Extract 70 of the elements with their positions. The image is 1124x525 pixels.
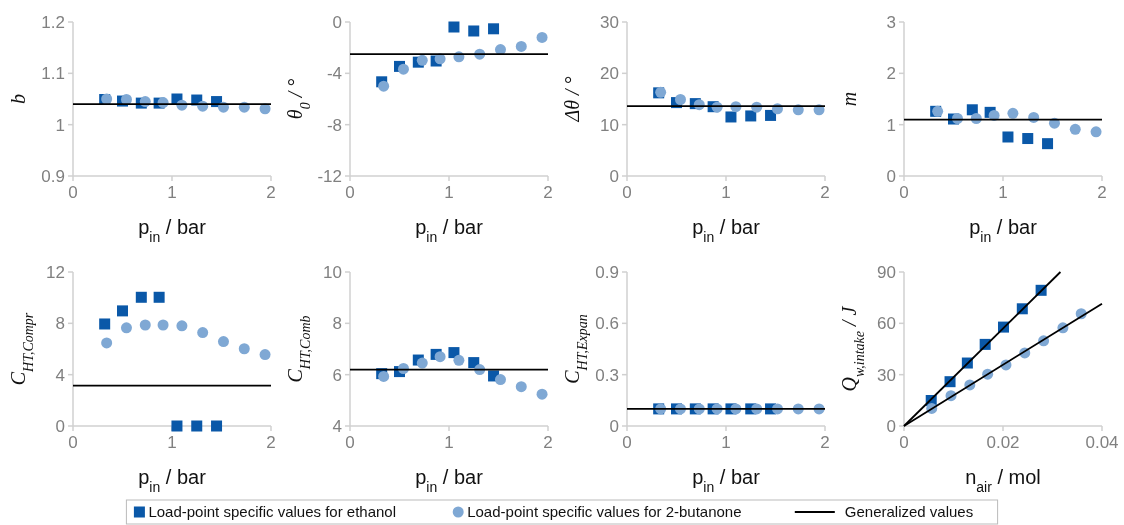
x-axis-title: p$_{in}$ / bar bbox=[415, 466, 484, 495]
y-tick-label: 12 bbox=[46, 262, 65, 282]
x-tick-label: 1 bbox=[444, 183, 454, 202]
x-tick-label: 2 bbox=[266, 433, 276, 452]
y-tick-label: 4 bbox=[55, 365, 65, 385]
y-tick-label: 6 bbox=[332, 365, 342, 385]
x-axis-title: p$_{in}$ / bar bbox=[969, 216, 1038, 245]
y-tick-label: 0 bbox=[332, 12, 342, 32]
y-tick-label: 0.9 bbox=[41, 166, 65, 186]
y-tick-label: 1 bbox=[55, 115, 65, 135]
y-tick-label: 60 bbox=[877, 314, 896, 334]
y-axis-title: b bbox=[7, 94, 29, 104]
x-axis-title: n$_{air}$ / mol bbox=[965, 466, 1041, 495]
y-tick-label: 1.1 bbox=[41, 64, 65, 84]
x-tick-label: 0 bbox=[899, 433, 909, 452]
y-tick-label: 0 bbox=[55, 416, 65, 436]
x-tick-label: 1 bbox=[721, 433, 731, 452]
y-tick-label: 10 bbox=[323, 262, 342, 282]
x-tick-label: 0 bbox=[622, 183, 632, 202]
y-tick-label: -8 bbox=[326, 115, 342, 135]
y-tick-label: 1 bbox=[886, 115, 896, 135]
x-tick-label: 1 bbox=[167, 433, 177, 452]
y-axis-title: Δθ / ° bbox=[561, 76, 583, 123]
x-axis-title: p$_{in}$ / bar bbox=[138, 466, 207, 495]
x-axis-title: p$_{in}$ / bar bbox=[415, 216, 484, 245]
y-tick-label: 0 bbox=[609, 416, 619, 436]
x-tick-label: 0 bbox=[68, 183, 78, 202]
x-tick-label: 1 bbox=[721, 183, 731, 202]
legend-label: Generalized values bbox=[844, 503, 974, 521]
x-tick-label: 1 bbox=[444, 433, 454, 452]
x-tick-label: 0 bbox=[622, 433, 632, 452]
x-tick-label: 0.02 bbox=[986, 433, 1020, 452]
y-axis-title: m bbox=[838, 91, 860, 107]
y-tick-label: 30 bbox=[600, 12, 619, 32]
x-tick-label: 0 bbox=[68, 433, 78, 452]
y-tick-label: 20 bbox=[600, 64, 619, 84]
y-tick-label: 4 bbox=[332, 416, 342, 436]
y-tick-label: 0.6 bbox=[595, 314, 619, 334]
legend-label: Load-point specific values for ethanol bbox=[148, 503, 397, 521]
y-tick-label: 10 bbox=[600, 115, 619, 135]
y-tick-label: 0 bbox=[886, 416, 896, 436]
x-tick-label: 2 bbox=[820, 433, 830, 452]
y-tick-label: 1.2 bbox=[41, 12, 65, 32]
x-tick-label: 0 bbox=[899, 183, 909, 202]
x-tick-label: 2 bbox=[543, 183, 553, 202]
y-tick-label: 30 bbox=[877, 365, 896, 385]
y-tick-label: 0 bbox=[609, 166, 619, 186]
y-tick-label: -12 bbox=[317, 166, 342, 186]
y-tick-label: 0.3 bbox=[595, 365, 619, 385]
x-axis-title: p$_{in}$ / bar bbox=[692, 466, 761, 495]
y-tick-label: 0.9 bbox=[595, 262, 619, 282]
x-tick-label: 1 bbox=[167, 183, 177, 202]
x-axis-title: p$_{in}$ / bar bbox=[692, 216, 761, 245]
y-tick-label: 90 bbox=[877, 262, 896, 282]
y-tick-label: 2 bbox=[886, 64, 896, 84]
x-axis-title: p$_{in}$ / bar bbox=[138, 216, 207, 245]
y-tick-label: 3 bbox=[886, 12, 896, 32]
x-tick-label: 2 bbox=[820, 183, 830, 202]
x-tick-label: 1 bbox=[998, 183, 1008, 202]
legend-label: Load-point specific values for 2-butanone bbox=[467, 503, 742, 521]
x-tick-label: 2 bbox=[1097, 183, 1107, 202]
y-tick-label: 0 bbox=[886, 166, 896, 186]
x-tick-label: 0 bbox=[345, 433, 355, 452]
x-tick-label: 0 bbox=[345, 183, 355, 202]
y-tick-label: 8 bbox=[55, 314, 65, 334]
y-tick-label: 8 bbox=[332, 314, 342, 334]
x-tick-label: 2 bbox=[266, 183, 276, 202]
x-tick-label: 0.04 bbox=[1085, 433, 1119, 452]
x-tick-label: 2 bbox=[543, 433, 553, 452]
y-tick-label: -4 bbox=[326, 64, 342, 84]
